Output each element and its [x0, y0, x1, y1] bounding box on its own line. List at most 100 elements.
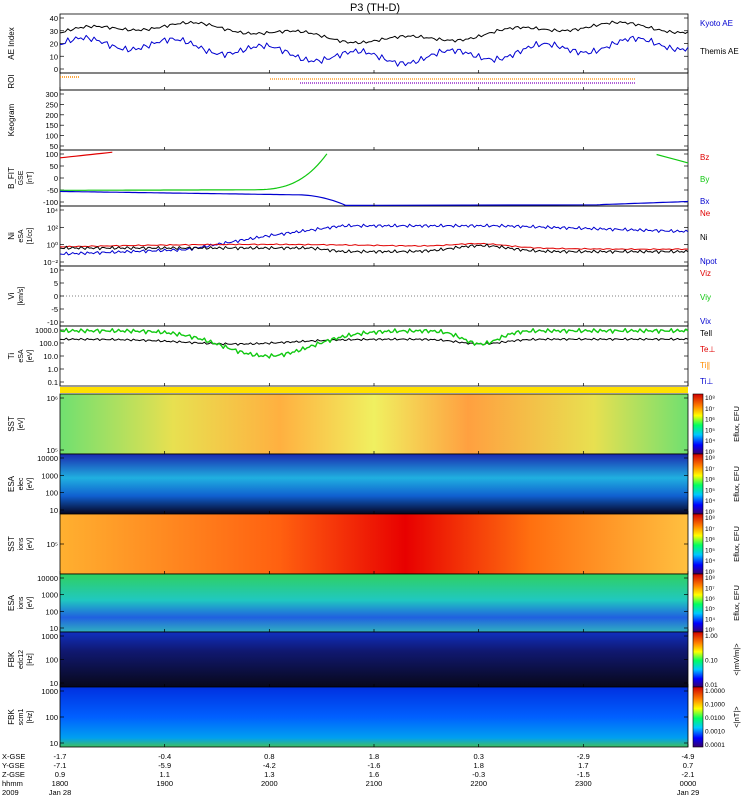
yunit-vi: [km/s]	[18, 287, 25, 306]
ytick-label-ae: 0	[54, 65, 58, 74]
colorbar-tick-sst_e: 10³	[705, 449, 715, 456]
colorbar-tick-esa_e: 10⁴	[705, 498, 715, 505]
legend-ni-1: Ni	[700, 233, 708, 242]
colorbar-tick-fbk2: 0.0001	[705, 742, 725, 749]
xtick-label: 1900	[156, 779, 173, 788]
ytick-label-vi: 5	[54, 279, 58, 288]
ylabel2-bfit: GSE	[18, 170, 25, 185]
legend-vi-0: Viz	[700, 269, 711, 278]
xtick-label: 2100	[366, 779, 383, 788]
ytick-label-keogram: 150	[45, 121, 58, 130]
ytick-label-fbk2: 100	[45, 713, 58, 722]
colorbar-tick-esa_e: 10⁵	[705, 487, 715, 494]
time-axis: X-GSE -1.7 -0.4 0.8 1.8 0.3 -2.9 -4.9Y-GSE -7.1-…	[2, 70, 699, 797]
xtick-label: -5.9	[158, 761, 171, 770]
ylabel-esa_i: ESA	[7, 594, 16, 611]
legend-bfit-2: Bx	[700, 197, 709, 206]
yunit-sst_i: [eV]	[27, 538, 34, 551]
colorbar-tick-esa_e: 10⁷	[705, 466, 715, 473]
ytick-label-ti: 1000.0	[35, 326, 58, 335]
xtick-label: 2000	[261, 779, 278, 788]
yunit-esa_i: [eV]	[27, 597, 34, 610]
xtick-label: 2300	[575, 779, 592, 788]
xtick-label: 1.1	[159, 770, 169, 779]
colorbar-esa_i	[692, 573, 704, 633]
colorbar-tick-fbk1: 0.10	[705, 658, 718, 665]
yunit-esa_e: [eV]	[27, 478, 34, 491]
xtick-label: 0.7	[683, 761, 693, 770]
ytick-label-esa_i: 1000	[41, 591, 58, 600]
colorbar-tick-sst_i: 10⁸	[705, 515, 715, 522]
mode-bar	[60, 387, 688, 393]
date-end-label: Jan 29	[677, 788, 700, 797]
ytick-label-bfit: 50	[50, 162, 58, 171]
ytick-label-ti: 10.0	[43, 352, 58, 361]
bz-line	[59, 151, 113, 159]
ylabel-roi: ROI	[7, 74, 16, 88]
panel-frame-ni	[59, 205, 689, 267]
ylabel-bfit: B_FIT	[7, 167, 16, 189]
colorbar-tick-fbk2: 0.1000	[705, 702, 725, 709]
tell-line	[59, 337, 689, 346]
colorbar-tick-esa_i: 10⁷	[705, 585, 715, 592]
yunit-fbk2: [Hz]	[27, 711, 34, 724]
xtick-label: -7.1	[54, 761, 67, 770]
ylabel-keogram: Keogram	[7, 103, 16, 136]
ylabel-sst_i: SST	[7, 536, 16, 552]
ytick-label-fbk1: 10	[50, 679, 58, 688]
ytick-label-ni: 10⁻²	[43, 258, 58, 267]
ylabel-ni: Ni	[7, 232, 16, 240]
ytick-label-fbk2: 10	[50, 739, 58, 748]
ytick-label-ti: 100.0	[39, 339, 58, 348]
ytick-label-esa_e: 10	[50, 506, 58, 515]
yunit-ni: [1/cc]	[27, 228, 34, 245]
plot-title: P3 (TH-D)	[350, 2, 400, 14]
ytick-label-ae: 10	[50, 52, 58, 61]
ylabel-vi: Vi	[7, 292, 16, 299]
ytick-label-fbk1: 1000	[41, 632, 58, 641]
ytick-label-ae: 40	[50, 14, 58, 23]
xtick-label: -2.9	[577, 752, 590, 761]
colorbar-sst_i	[692, 513, 704, 575]
ytick-label-keogram: 250	[45, 100, 58, 109]
colorbar-tick-sst_i: 10⁶	[705, 537, 715, 544]
colorbar-tick-sst_i: 10⁵	[705, 547, 715, 554]
colorbar-tick-esa_e: 10³	[705, 509, 715, 516]
ytick-label-bfit: 0	[54, 174, 58, 183]
ylabel2-esa_e: elec	[18, 477, 25, 490]
xtick-label: 1.3	[264, 770, 274, 779]
year-label: 2009	[2, 788, 19, 797]
fbk-edc12-spectrogram	[60, 632, 688, 687]
xtick-label: 0.3	[473, 752, 483, 761]
legend-ae-1: Themis AE	[700, 47, 739, 56]
ytick-label-esa_i: 10000	[37, 574, 58, 583]
xtick-label: 1.7	[578, 761, 588, 770]
colorbar-tick-esa_i: 10⁶	[705, 596, 715, 603]
xtick-label: -2.1	[682, 770, 695, 779]
ytick-label-keogram: 50	[50, 142, 58, 151]
ytick-label-bfit: 100	[45, 150, 58, 159]
esa-ion-spectrogram	[60, 574, 688, 632]
ytick-label-ti: 1.0	[48, 365, 58, 374]
ytick-label-fbk2: 1000	[41, 687, 58, 696]
ylabel2-sst_i: ions	[18, 537, 25, 550]
ytick-label-vi: -10	[47, 318, 58, 327]
ytick-label-sst_e: 10⁶	[47, 394, 58, 403]
colorbar-label-esa_i: Eflux, EFU	[732, 585, 741, 621]
colorbar-label-fbk2: <|nT|>	[732, 706, 741, 728]
colorbar-tick-sst_e: 10⁸	[705, 395, 715, 402]
esa-elec-spectrogram	[60, 454, 688, 514]
ytick-label-ni: 10²	[47, 223, 58, 232]
xrow-label-1: Y-GSE	[2, 761, 25, 770]
yunit-fbk1: [Hz]	[27, 653, 34, 666]
ytick-label-ni: 10⁰	[47, 241, 58, 250]
ytick-label-esa_e: 10000	[37, 454, 58, 463]
by-line-end	[656, 153, 689, 164]
colorbar-tick-sst_e: 10⁴	[705, 438, 715, 445]
legend-ti-1: Te⊥	[700, 345, 715, 354]
xtick-label: -0.4	[158, 752, 171, 761]
ylabel2-fbk2: scm1	[18, 709, 25, 726]
ytick-label-fbk1: 100	[45, 656, 58, 665]
ytick-label-bfit: -50	[47, 186, 58, 195]
xtick-label: 1800	[52, 779, 69, 788]
